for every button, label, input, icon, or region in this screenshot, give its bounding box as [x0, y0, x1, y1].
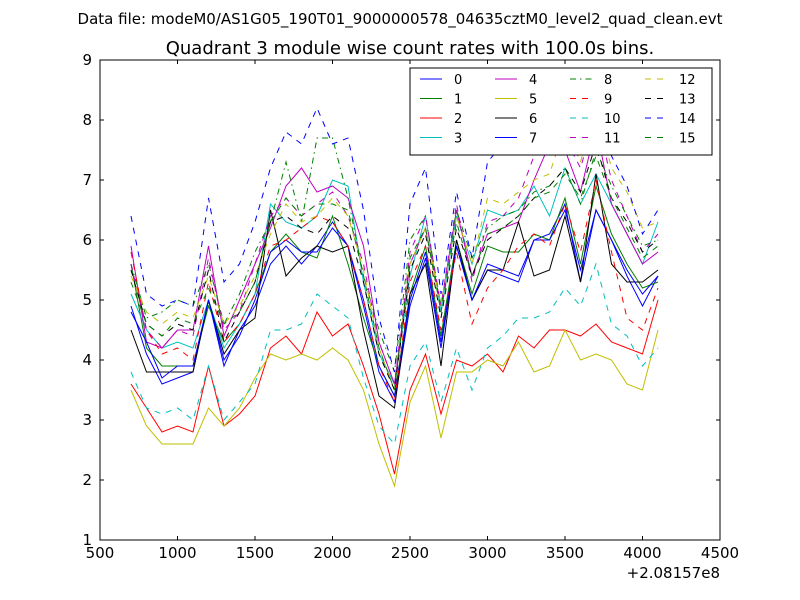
legend-label-0: 0 — [454, 73, 462, 88]
series-line-7 — [130, 208, 659, 398]
y-tick-label: 3 — [82, 411, 92, 429]
legend-label-15: 15 — [679, 132, 696, 147]
legend-label-1: 1 — [454, 93, 462, 108]
legend-label-11: 11 — [604, 132, 621, 147]
plot-frame — [99, 59, 721, 541]
y-tick-label: 7 — [82, 171, 92, 189]
chart-title: Quadrant 3 module wise count rates with … — [166, 38, 655, 59]
x-tick-label: 3500 — [546, 544, 584, 562]
series-line-12 — [130, 106, 659, 391]
y-tick-label: 1 — [82, 531, 92, 549]
y-tick-label: 8 — [82, 111, 92, 129]
x-tick-label: 500 — [86, 544, 115, 562]
x-tick-label: 4000 — [623, 544, 661, 562]
series-line-2 — [130, 299, 659, 475]
y-tick-label: 9 — [82, 51, 92, 69]
y-tick-label: 5 — [82, 291, 92, 309]
x-tick-label: 1000 — [158, 544, 196, 562]
legend-label-14: 14 — [679, 112, 696, 127]
legend-label-8: 8 — [604, 73, 612, 88]
series-line-11 — [130, 112, 659, 385]
series-line-6 — [130, 173, 659, 409]
x-tick-label: 3000 — [468, 544, 506, 562]
tick-layer: 500 1000 1500 2000 2500 3000 3500 4000 450012345… — [82, 51, 739, 562]
x-tick-label: 2500 — [391, 544, 429, 562]
data-file-suptitle: Data file: modeM0/AS1G05_190T01_90000005… — [78, 10, 723, 29]
y-tick-label: 2 — [82, 471, 92, 489]
legend-label-7: 7 — [529, 132, 537, 147]
legend-label-5: 5 — [529, 93, 537, 108]
legend-box — [409, 67, 713, 156]
legend-label-3: 3 — [454, 132, 462, 147]
series-line-9 — [130, 179, 659, 404]
legend-label-13: 13 — [679, 93, 696, 108]
legend-label-4: 4 — [529, 73, 537, 88]
series-line-15 — [130, 154, 659, 391]
series-line-10 — [130, 262, 659, 446]
y-tick-label: 4 — [82, 351, 92, 369]
x-tick-label: 2000 — [313, 544, 351, 562]
series-line-5 — [130, 328, 659, 488]
x-offset-label: +2.08157e8 — [627, 564, 720, 582]
legend-label-6: 6 — [529, 112, 537, 127]
y-tick-label: 6 — [82, 231, 92, 249]
legend-label-9: 9 — [604, 93, 612, 108]
legend-label-10: 10 — [604, 112, 621, 127]
legend-label-2: 2 — [454, 112, 462, 127]
x-tick-label: 1500 — [236, 544, 274, 562]
legend-label-12: 12 — [679, 73, 696, 88]
x-tick-label: 4500 — [701, 544, 739, 562]
